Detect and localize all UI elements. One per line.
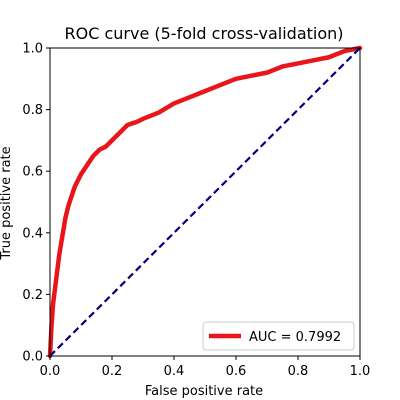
y-tick-label: 0.2 <box>22 288 43 303</box>
x-axis-label: False positive rate <box>145 384 263 399</box>
legend: AUC = 0.7992 <box>202 321 355 351</box>
plot-frame <box>49 47 361 357</box>
x-tick-label: 0.8 <box>288 364 309 379</box>
y-tick-label: 0.6 <box>22 165 43 180</box>
chance-diagonal-line <box>49 47 361 357</box>
legend-box <box>202 321 355 351</box>
x-tick-label: 0.2 <box>102 364 123 379</box>
y-tick-label: 1.0 <box>22 42 43 57</box>
legend-label: AUC = 0.7992 <box>249 330 341 345</box>
y-tick-label: 0.0 <box>22 350 43 365</box>
roc-curve-line <box>47 45 363 359</box>
x-tick-label: 1.0 <box>350 364 371 379</box>
y-tick-label: 0.8 <box>22 103 43 118</box>
x-tick-label: 0.4 <box>164 364 185 379</box>
y-tick-label: 0.4 <box>22 226 43 241</box>
x-tick-label: 0.6 <box>226 364 247 379</box>
y-axis-label: True positive rate <box>0 146 14 260</box>
x-tick-label: 0.0 <box>40 364 61 379</box>
chart-title: ROC curve (5-fold cross-validation) <box>64 24 343 43</box>
plot-area: 0.0 0.2 0.4 0.6 0.8 1.0 0.0 0.2 0.4 0.6 0.8 1.0 AUC … <box>22 42 370 380</box>
